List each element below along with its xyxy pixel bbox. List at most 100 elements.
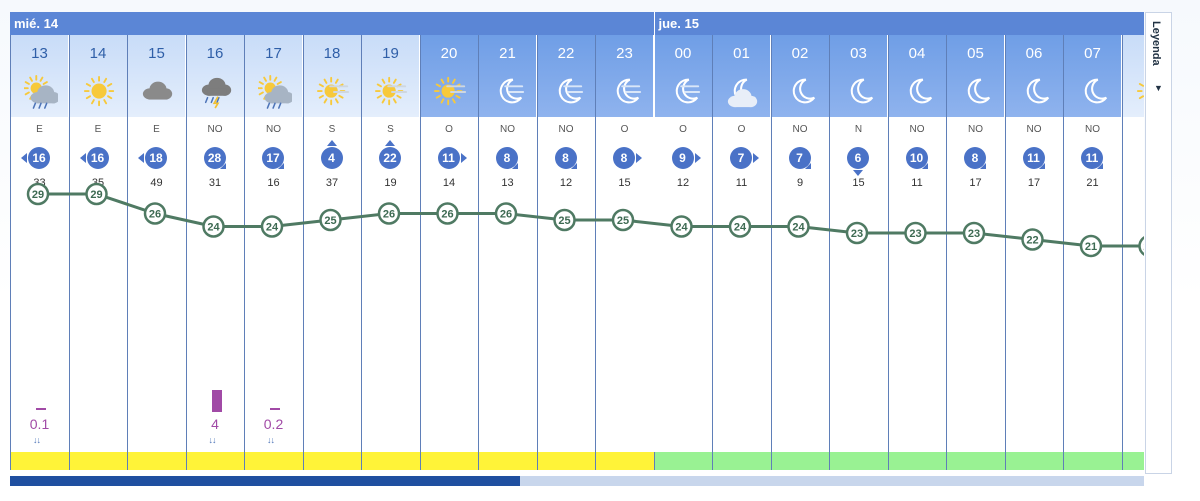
hour-label: 04 — [908, 45, 926, 62]
hour-label: 03 — [850, 45, 867, 62]
hour-column[interactable]: 22 NO 8 12 — [536, 35, 595, 452]
wind-direction-label: O — [620, 124, 629, 135]
hour-header-cell — [479, 35, 536, 117]
sun-haze-icon — [433, 76, 466, 106]
hour-column[interactable]: 03 N 6 15 — [829, 35, 887, 452]
hour-column[interactable]: 15 E 18 49 — [127, 35, 185, 452]
wind-direction-label: NO — [266, 124, 281, 135]
wind-speed-marker: 8 — [496, 147, 520, 171]
hour-header-cell — [537, 35, 595, 117]
temperature-strip-segment — [887, 452, 946, 470]
hour-column[interactable]: 0 N 2 — [1121, 35, 1145, 452]
wind-direction-label: NO — [558, 124, 574, 135]
temperature-strip-segment — [244, 452, 303, 470]
hour-column[interactable]: 19 S 22 19 — [361, 35, 419, 452]
hour-label: 18 — [323, 45, 341, 62]
hour-column[interactable]: 04 NO 10 11 — [887, 35, 946, 452]
hour-header-cell — [128, 35, 185, 117]
wind-speed-value: 16 — [86, 147, 109, 169]
hour-column[interactable]: 13 E 16 33 0.1 ↓↓ — [10, 35, 68, 452]
temperature-strip-segment — [185, 452, 244, 470]
scrollbar-thumb[interactable] — [10, 476, 521, 486]
wind-gust-value: 13 — [501, 177, 514, 189]
temperature-strip-segment — [478, 452, 537, 470]
wind-speed-marker: 10 — [905, 147, 930, 171]
wind-gust-value: 15 — [852, 177, 865, 189]
hour-label: 00 — [674, 45, 692, 62]
temperature-strip-segment — [419, 452, 478, 470]
wind-gust-value: 14 — [442, 177, 456, 189]
hour-label: 01 — [733, 45, 750, 62]
hour-header-cell — [596, 35, 653, 117]
wind-direction-label: E — [153, 124, 160, 135]
hour-column[interactable]: 14 E 16 35 — [68, 35, 127, 452]
hour-header-cell — [1005, 35, 1063, 117]
wind-arrow-icon — [636, 153, 642, 163]
hour-column[interactable]: 18 S 4 37 — [302, 35, 361, 452]
wind-direction-label: NO — [1085, 124, 1100, 135]
hour-label: 17 — [265, 45, 282, 62]
hour-column[interactable]: 17 NO 17 16 0.2 ↓↓ — [244, 35, 302, 452]
temperature-strip-segment — [1004, 452, 1063, 470]
horizontal-scrollbar[interactable] — [10, 476, 1144, 486]
hour-column[interactable]: 20 O 11 14 — [419, 35, 478, 452]
hour-column[interactable]: 21 NO 8 13 — [478, 35, 536, 452]
hour-label: 0 — [1123, 45, 1145, 62]
hour-label: 07 — [1084, 45, 1101, 62]
wind-speed-marker: 16 — [79, 147, 111, 171]
wind-gust-value: 19 — [384, 177, 397, 189]
wind-speed-value: 11 — [437, 147, 460, 169]
wind-speed-value: 10 — [905, 147, 928, 169]
temperature-strip-segment — [127, 452, 186, 470]
wind-direction-label: NO — [1026, 124, 1042, 135]
sun-cloud-rain-icon — [24, 75, 58, 109]
sun-icon — [1136, 77, 1144, 105]
wind-speed-marker: 7 — [788, 147, 813, 171]
moon-cloud-icon — [727, 78, 758, 108]
wind-gust-value: 31 — [208, 177, 222, 189]
hour-column[interactable]: 00 O 9 12 — [653, 35, 712, 452]
raindrops-icon: ↓↓ — [267, 435, 275, 445]
temperature-strip-segment — [770, 452, 829, 470]
hour-column[interactable]: 16 NO 28 31 4 ↓↓ — [185, 35, 244, 452]
wind-arrow-icon — [79, 153, 86, 163]
moon-icon — [909, 78, 932, 104]
wind-speed-value: 8 — [964, 147, 986, 169]
hour-header-cell — [303, 35, 361, 117]
wind-arrow-icon — [1097, 163, 1103, 169]
hour-column[interactable]: 01 O 7 11 — [712, 35, 770, 452]
moon-icon — [850, 78, 874, 104]
hour-column[interactable]: 05 NO 8 17 — [946, 35, 1004, 452]
precipitation-value: 0.1 — [29, 416, 50, 432]
day-header-1: mié. 14 — [10, 12, 654, 35]
hour-column[interactable]: 07 NO 11 21 — [1063, 35, 1121, 452]
temperature-strip-segment — [1121, 452, 1144, 470]
legend-toggle[interactable]: Leyenda ▼ — [1145, 12, 1172, 474]
wind-speed-value: 7 — [788, 147, 811, 169]
hour-label: 15 — [148, 45, 165, 62]
wind-gust-value: 15 — [618, 177, 631, 189]
temperature-strip-segment — [712, 452, 771, 470]
hour-column[interactable]: 23 O 8 15 — [595, 35, 653, 452]
wind-speed-value: 4 — [320, 147, 343, 169]
legend-caret-icon: ▼ — [1154, 83, 1163, 93]
hour-column[interactable]: 06 NO 11 17 — [1004, 35, 1063, 452]
hour-header-cell — [830, 35, 887, 117]
wind-speed-marker: 8 — [613, 147, 642, 171]
wind-arrow-icon — [278, 163, 284, 169]
wind-speed-value: 28 — [203, 147, 226, 169]
temperature-strip-segment — [829, 452, 888, 470]
wind-gust-value: 12 — [676, 177, 690, 189]
wind-gust-value: 17 — [1027, 177, 1041, 189]
temperature-strip-segment — [68, 452, 127, 470]
precipitation-bar — [36, 408, 46, 410]
wind-direction-label: NO — [792, 124, 808, 135]
moon-haze-icon — [499, 78, 525, 104]
wind-direction-label: E — [36, 124, 43, 135]
wind-arrow-icon — [694, 153, 701, 163]
wind-speed-value: 8 — [496, 147, 518, 169]
hour-column[interactable]: 02 NO 7 9 — [770, 35, 829, 452]
temperature-strip-segment — [595, 452, 654, 470]
wind-arrow-icon — [853, 170, 863, 176]
wind-speed-marker: 8 — [964, 147, 988, 171]
